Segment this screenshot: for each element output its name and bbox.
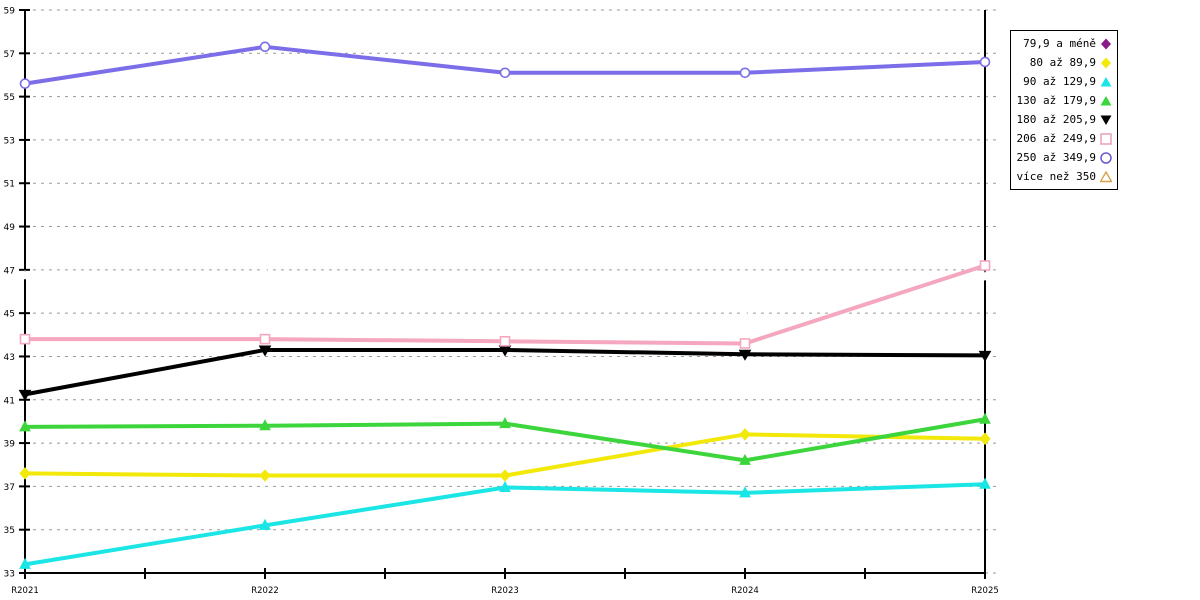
data-point-marker [19,557,31,569]
chart-series [19,260,991,349]
legend-item-label: 180 až 205,9 [1016,113,1096,126]
chart-series [19,428,991,482]
legend-item-label: 90 až 129,9 [1023,75,1096,88]
legend-item-label: 79,9 a méně [1023,37,1096,50]
legend-item[interactable]: 130 až 179,9 [1013,91,1115,110]
legend-item[interactable]: 180 až 205,9 [1013,110,1115,129]
y-axis-tick-label: 41 [4,396,15,406]
data-point-marker [499,67,511,79]
data-point-marker [19,333,31,345]
data-point-marker [18,389,32,401]
square-icon [1100,132,1112,145]
y-axis-tick-label: 53 [4,136,15,146]
legend-item[interactable]: 79,9 a méně [1013,34,1115,53]
legend-item[interactable]: 90 až 129,9 [1013,72,1115,91]
y-axis-tick-label: 35 [4,526,15,536]
data-point-marker [739,338,751,349]
legend-item-label: 206 až 249,9 [1016,132,1096,145]
legend-item-label: 130 až 179,9 [1016,94,1096,107]
y-axis-tick-label: 51 [4,180,15,190]
data-point-marker [499,480,511,492]
x-axis-tick-label: R2025 [971,586,999,596]
data-point-marker [740,309,750,320]
data-point-marker [739,486,751,498]
data-point-marker [500,286,510,296]
data-point-marker [738,349,752,361]
chart-series [19,412,991,465]
data-point-marker [499,417,511,429]
data-point-marker [499,336,511,347]
data-point-marker [979,432,991,445]
x-axis-tick-label: R2022 [251,586,279,596]
x-axis-tick-label: R2024 [731,586,759,596]
y-axis-tick-label: 49 [4,223,16,233]
series-line [24,44,986,86]
diamond-icon [1101,38,1111,49]
data-point-marker [259,419,271,431]
data-point-marker [979,260,991,271]
data-point-marker [19,78,31,89]
data-point-marker [260,266,270,277]
legend-item[interactable]: více než 350 [1013,167,1115,186]
y-axis-tick-label: 43 [4,353,15,363]
data-point-marker [979,56,991,68]
y-axis-tick-label: 47 [4,266,15,276]
data-point-marker [20,269,30,280]
data-point-marker [979,477,991,489]
data-point-marker [978,350,992,362]
legend-item[interactable]: 80 až 89,9 [1013,53,1115,72]
data-point-marker [739,453,751,465]
chart-series [19,41,991,89]
data-point-marker [259,333,271,345]
data-point-marker [259,518,271,530]
x-axis-tick-label: R2021 [11,586,39,596]
triangle-up-icon [1100,95,1112,105]
y-axis-tick-label: 55 [4,93,15,103]
legend-item[interactable]: 250 až 349,9 [1013,148,1115,167]
legend-item[interactable]: 206 až 249,9 [1013,129,1115,148]
chart-series [20,266,990,320]
triangle-up-icon [1100,76,1112,86]
triangle-up-icon [1100,170,1112,182]
data-point-marker [979,412,991,424]
x-axis-tick-label: R2023 [491,586,519,596]
data-point-marker [499,469,511,482]
data-point-marker [258,345,272,357]
data-point-marker [739,428,751,441]
data-point-marker [259,469,271,482]
y-axis-tick-label: 59 [4,7,16,17]
data-point-marker [739,67,751,79]
legend-item-label: 250 až 349,9 [1016,151,1096,164]
y-axis-tick-label: 57 [4,50,15,60]
y-axis-tick-label: 39 [4,440,16,450]
y-axis-tick-label: 33 [4,570,15,580]
triangle-down-icon [1100,115,1112,125]
series-line [24,482,986,567]
y-axis-tick-label: 45 [4,310,15,320]
legend-item-label: více než 350 [1016,170,1096,183]
circle-icon [1100,151,1112,164]
chart-series [19,477,991,569]
series-line [25,263,986,346]
y-axis-tick-label: 37 [4,483,15,493]
legend-item-label: 80 až 89,9 [1029,56,1096,69]
data-point-marker [259,41,271,53]
data-point-marker [19,467,31,480]
chart-legend: 79,9 a méně 80 až 89,9 90 až 129,9 130 až 1… [1010,30,1118,190]
chart-series [18,345,992,401]
diamond-icon [1101,57,1111,68]
data-point-marker [19,420,31,432]
data-point-marker [980,270,990,281]
